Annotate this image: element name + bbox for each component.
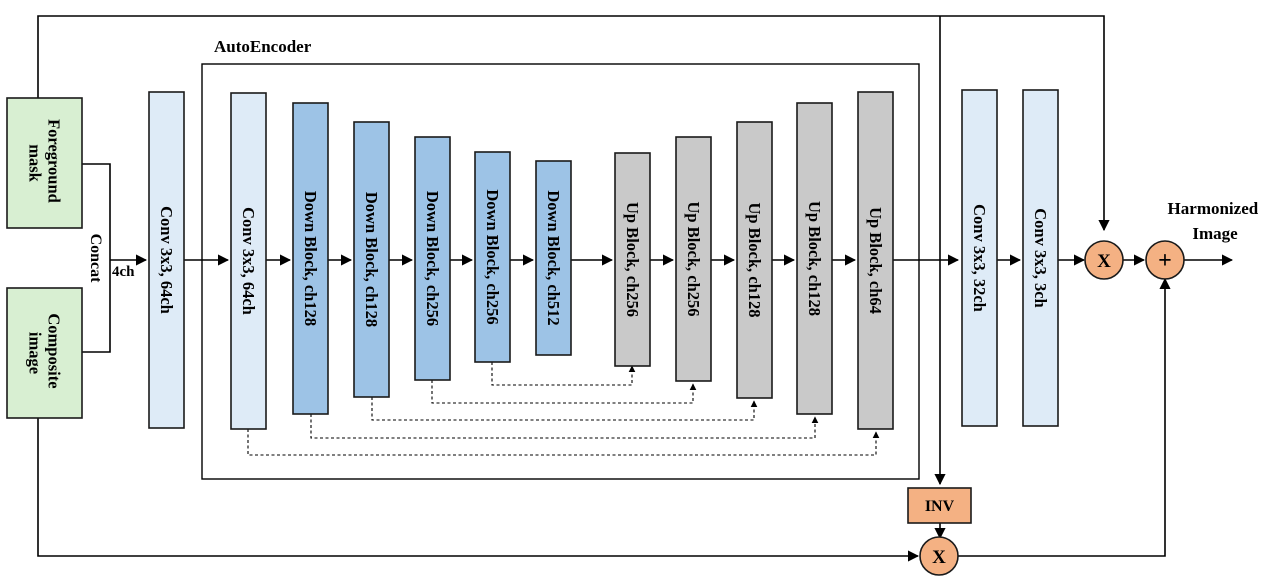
skip-down1-up4 bbox=[310, 414, 819, 439]
inv-label: INV bbox=[925, 498, 955, 515]
composite-image-label-line2: image bbox=[26, 332, 45, 374]
block-up2-label: Up Block, ch256 bbox=[684, 201, 703, 316]
block-conv-enc-label: Conv 3x3, 64ch bbox=[239, 207, 258, 315]
composite-skip-line bbox=[37, 418, 920, 562]
skip-down2-up3 bbox=[371, 397, 758, 421]
block-up1 bbox=[614, 152, 651, 367]
block-up5-label: Up Block, ch64 bbox=[866, 207, 885, 314]
block-conv-out1-label: Conv 3x3, 32ch bbox=[970, 204, 989, 312]
block-down4-label: Down Block, ch256 bbox=[483, 189, 502, 324]
composite-image-label-line1: Composite bbox=[45, 313, 64, 388]
mult-to-add-line bbox=[958, 277, 1171, 557]
foreground-mask-label-line2: mask bbox=[26, 144, 45, 182]
block-down5 bbox=[535, 160, 572, 356]
block-up3-label: Up Block, ch128 bbox=[745, 202, 764, 317]
multiply-bottom-icon bbox=[919, 536, 959, 576]
block-conv-out2 bbox=[1022, 89, 1059, 427]
output-label-line1: Harmonized bbox=[1168, 199, 1259, 218]
skip-down4-up1 bbox=[491, 362, 636, 386]
block-down3 bbox=[414, 136, 451, 381]
output-label-line2: Image bbox=[1192, 224, 1238, 243]
foreground-mask-label-line1: Foreground bbox=[45, 119, 64, 203]
block-conv-enc bbox=[230, 92, 267, 430]
add-label: + bbox=[1158, 248, 1172, 274]
block-up2 bbox=[675, 136, 712, 382]
foreground-mask-box bbox=[6, 97, 83, 229]
svg-text:Foreground mask: Foreground mask bbox=[26, 119, 64, 207]
block-conv-out1 bbox=[961, 89, 998, 427]
block-up1-label: Up Block, ch256 bbox=[623, 202, 642, 317]
block-down2-label: Down Block, ch128 bbox=[362, 192, 381, 327]
block-conv-in-label: Conv 3x3, 64ch bbox=[157, 206, 176, 314]
inv-box bbox=[907, 487, 972, 524]
top-skip-line bbox=[37, 15, 1110, 232]
concat-label: Concat bbox=[87, 234, 104, 284]
skip-down3-up2 bbox=[431, 380, 697, 404]
skip-conv-up5 bbox=[247, 429, 880, 456]
block-down5-label: Down Block, ch512 bbox=[544, 190, 563, 325]
block-up3 bbox=[736, 121, 773, 399]
block-down1 bbox=[292, 102, 329, 415]
multiply-top-label: X bbox=[1097, 251, 1111, 272]
multiply-bottom-label: X bbox=[932, 547, 946, 568]
svg-text:Composite image: Composite image bbox=[26, 313, 64, 392]
svg-text:Harmonized Image: Harmonized Image bbox=[1168, 199, 1263, 243]
blocks-group: Conv 3x3, 64ch Conv 3x3, 64ch Down Block, … bbox=[148, 89, 1059, 430]
block-down4 bbox=[474, 151, 511, 363]
block-up4-label: Up Block, ch128 bbox=[805, 201, 824, 316]
block-down1-label: Down Block, ch128 bbox=[301, 191, 320, 326]
block-conv-out2-label: Conv 3x3, 3ch bbox=[1031, 208, 1050, 307]
channel-label: 4ch bbox=[112, 264, 135, 280]
multiply-top-icon bbox=[1084, 240, 1124, 280]
autoencoder-frame bbox=[201, 63, 920, 480]
block-down2 bbox=[353, 121, 390, 398]
block-up5 bbox=[857, 91, 894, 430]
add-icon bbox=[1145, 240, 1185, 280]
block-down3-label: Down Block, ch256 bbox=[423, 191, 442, 326]
block-up4 bbox=[796, 102, 833, 415]
block-conv-in bbox=[148, 91, 185, 429]
concat-bracket bbox=[82, 163, 111, 353]
autoencoder-title: AutoEncoder bbox=[214, 37, 312, 56]
composite-image-box bbox=[6, 287, 83, 419]
